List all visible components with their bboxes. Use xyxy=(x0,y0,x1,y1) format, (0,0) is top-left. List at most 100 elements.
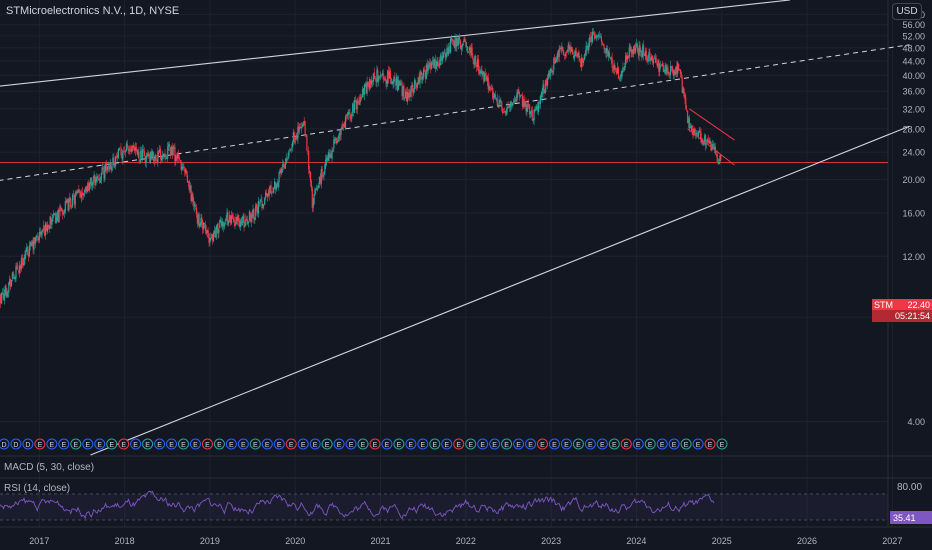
earnings-marker[interactable] xyxy=(644,438,656,450)
candle-body xyxy=(611,57,613,68)
earnings-marker[interactable] xyxy=(608,438,620,450)
candle-body xyxy=(623,68,625,72)
earnings-marker[interactable] xyxy=(477,438,489,450)
earnings-marker[interactable] xyxy=(584,438,596,450)
earnings-marker[interactable] xyxy=(620,438,632,450)
earnings-marker[interactable] xyxy=(393,438,405,450)
earnings-marker[interactable] xyxy=(357,438,369,450)
candle-body xyxy=(426,63,428,73)
candle-body xyxy=(242,216,244,218)
wedge-lower-line[interactable] xyxy=(687,128,735,166)
candle-body xyxy=(578,52,580,58)
earnings-marker[interactable] xyxy=(632,438,644,450)
candle-body xyxy=(47,224,49,229)
event-marker-label: E xyxy=(409,442,414,449)
earnings-marker[interactable] xyxy=(441,438,453,450)
earnings-marker[interactable] xyxy=(596,438,608,450)
candle-body xyxy=(681,77,683,93)
earnings-marker[interactable] xyxy=(525,438,537,450)
candle-body xyxy=(508,105,510,107)
earnings-marker[interactable] xyxy=(369,438,381,450)
earnings-marker[interactable] xyxy=(333,438,345,450)
candle-body xyxy=(42,229,44,231)
earnings-marker[interactable] xyxy=(82,438,94,450)
earnings-marker[interactable] xyxy=(106,438,118,450)
macd-label[interactable]: MACD (5, 30, close) xyxy=(4,462,95,473)
candle-body xyxy=(298,126,300,131)
earnings-marker[interactable] xyxy=(560,438,572,450)
earnings-marker[interactable] xyxy=(692,438,704,450)
candle-body xyxy=(150,151,152,162)
earnings-marker[interactable] xyxy=(273,438,285,450)
earnings-marker[interactable] xyxy=(716,438,728,450)
channel-middle-line[interactable] xyxy=(0,44,910,187)
dividend-marker[interactable] xyxy=(22,438,34,450)
candle-body xyxy=(144,157,146,164)
candle-body xyxy=(501,101,503,109)
earnings-marker[interactable] xyxy=(285,438,297,450)
earnings-marker[interactable] xyxy=(34,438,46,450)
candle-body xyxy=(698,130,700,132)
earnings-marker[interactable] xyxy=(465,438,477,450)
dividend-marker[interactable] xyxy=(10,438,22,450)
earnings-marker[interactable] xyxy=(189,438,201,450)
earnings-marker[interactable] xyxy=(58,438,70,450)
candle-body xyxy=(252,209,254,217)
earnings-marker[interactable] xyxy=(537,438,548,450)
candle-body xyxy=(617,68,620,79)
earnings-marker[interactable] xyxy=(405,438,417,450)
y-axis-tick-label: 12.00 xyxy=(902,252,925,262)
earnings-marker[interactable] xyxy=(321,438,333,450)
wedge-upper-line[interactable] xyxy=(689,108,735,141)
candle-body xyxy=(593,32,595,36)
earnings-marker[interactable] xyxy=(345,438,357,450)
candle-body xyxy=(585,45,587,56)
earnings-marker[interactable] xyxy=(381,438,393,450)
earnings-marker[interactable] xyxy=(297,438,309,450)
earnings-marker[interactable] xyxy=(237,438,249,450)
earnings-marker[interactable] xyxy=(680,438,692,450)
event-marker-label: E xyxy=(444,442,449,449)
candle-body xyxy=(653,58,655,60)
candle-body xyxy=(102,167,104,170)
earnings-marker[interactable] xyxy=(572,438,584,450)
earnings-marker[interactable] xyxy=(70,438,82,450)
earnings-marker[interactable] xyxy=(201,438,213,450)
earnings-marker[interactable] xyxy=(118,438,130,450)
candle-body xyxy=(62,210,64,215)
channel-upper-line[interactable] xyxy=(0,0,791,91)
earnings-marker[interactable] xyxy=(513,438,525,450)
earnings-marker[interactable] xyxy=(225,438,237,450)
earnings-marker[interactable] xyxy=(261,438,273,450)
channel-lower-line[interactable] xyxy=(90,125,910,456)
earnings-marker[interactable] xyxy=(548,438,560,450)
earnings-marker[interactable] xyxy=(249,438,261,450)
earnings-marker[interactable] xyxy=(309,438,321,450)
rsi-label[interactable]: RSI (14, close) xyxy=(4,483,71,494)
earnings-marker[interactable] xyxy=(94,438,106,450)
candle-body xyxy=(676,66,678,74)
candle-body xyxy=(517,90,519,93)
candle-body xyxy=(243,215,245,228)
earnings-marker[interactable] xyxy=(166,438,178,450)
earnings-marker[interactable] xyxy=(668,438,680,450)
earnings-marker[interactable] xyxy=(453,438,465,450)
earnings-marker[interactable] xyxy=(142,438,154,450)
candle-body xyxy=(531,110,533,120)
earnings-marker[interactable] xyxy=(178,438,189,450)
earnings-marker[interactable] xyxy=(213,438,225,450)
dividend-marker[interactable] xyxy=(0,438,10,450)
earnings-marker[interactable] xyxy=(154,438,166,450)
earnings-marker[interactable] xyxy=(130,438,142,450)
earnings-marker[interactable] xyxy=(656,438,668,450)
currency-button[interactable]: USD xyxy=(892,3,922,20)
price-badge-symbol: STM xyxy=(874,300,893,310)
earnings-marker[interactable] xyxy=(489,438,501,450)
earnings-marker[interactable] xyxy=(429,438,441,450)
candle-body xyxy=(614,65,616,70)
earnings-marker[interactable] xyxy=(501,438,513,450)
earnings-marker[interactable] xyxy=(417,438,429,450)
earnings-marker[interactable] xyxy=(46,438,58,450)
earnings-marker[interactable] xyxy=(704,438,716,450)
